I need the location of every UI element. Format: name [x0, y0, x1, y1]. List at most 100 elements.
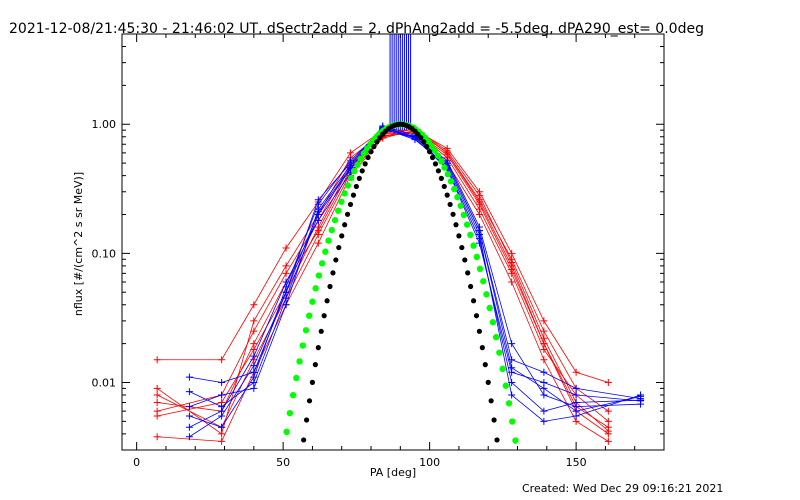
green-curve-point — [289, 391, 297, 399]
black-curve-point — [344, 211, 351, 217]
blue-series-point — [508, 364, 516, 372]
black-curve-point — [462, 257, 468, 263]
black-curve-point — [435, 168, 442, 174]
green-curve-point — [473, 253, 480, 261]
x-tick-label: 150 — [566, 456, 587, 469]
blue-series-line — [189, 127, 641, 438]
blue-series-line — [189, 126, 641, 400]
blue-series-line — [189, 127, 641, 428]
blue-series-point — [540, 378, 548, 386]
blue-series-line — [189, 129, 641, 428]
green-curve-point — [299, 342, 306, 349]
black-curve-point — [336, 244, 342, 251]
red-series-point — [314, 231, 322, 238]
blue-series-point — [314, 216, 322, 224]
green-curve-point — [509, 418, 516, 425]
green-curve-point — [499, 365, 506, 373]
red-series-point — [540, 356, 548, 364]
red-series-point — [218, 356, 226, 364]
green-curve-point — [447, 178, 455, 185]
green-curve-point — [476, 265, 484, 273]
black-curve-point — [312, 362, 318, 368]
blue-series-point — [218, 391, 226, 399]
green-curve-point — [463, 221, 471, 228]
y-tick-label: 1.00 — [92, 118, 117, 131]
black-curve-point — [377, 135, 383, 141]
black-curve-point — [456, 233, 462, 239]
green-curve-point — [451, 185, 458, 193]
black-curve-point — [347, 201, 354, 208]
green-curve-point — [431, 147, 439, 154]
blue-series-point — [508, 378, 516, 386]
black-curve-point — [415, 131, 421, 137]
black-curve-point — [473, 313, 480, 319]
red-series-point — [475, 200, 483, 208]
blue-series-point — [314, 208, 322, 216]
green-curve-point — [360, 150, 368, 157]
red-series-point — [282, 262, 290, 270]
blue-series-point — [347, 164, 355, 172]
black-curve-point — [447, 201, 453, 208]
blue-series-point — [540, 384, 548, 392]
blue-series-point — [411, 133, 419, 141]
red-series-line — [157, 130, 609, 422]
red-series-point — [540, 317, 548, 325]
black-curve-point — [301, 437, 307, 443]
black-curve-point — [438, 175, 444, 181]
blue-series-point — [218, 412, 226, 420]
red-series-line — [157, 129, 609, 383]
red-series-point — [475, 211, 483, 218]
red-series-point — [153, 433, 161, 441]
green-curve-point — [512, 437, 519, 444]
red-series-point — [540, 346, 548, 354]
green-curve-point — [357, 155, 364, 163]
green-curve-point — [483, 291, 490, 298]
red-series-point — [153, 391, 161, 399]
red-series-point — [508, 278, 516, 286]
green-curve-point — [306, 312, 313, 319]
red-series-point — [153, 384, 161, 392]
green-curve-point — [364, 145, 371, 152]
red-series-point — [508, 266, 516, 273]
green-curve-point — [428, 142, 435, 150]
blue-series-point — [250, 373, 258, 381]
green-curve-point — [312, 285, 319, 292]
clipped-series — [153, 34, 645, 445]
black-curve-point — [432, 161, 439, 167]
red-series-point — [443, 147, 451, 155]
blue-series-point — [314, 200, 322, 208]
black-curve-point — [309, 379, 316, 385]
black-curve-point — [333, 257, 339, 263]
blue-series-point — [637, 392, 645, 400]
blue-series-point — [508, 391, 516, 399]
black-curve-point — [421, 139, 427, 145]
green-curve-point — [338, 198, 345, 205]
black-curve-point — [356, 175, 362, 181]
blue-series-point — [250, 384, 258, 392]
red-series-line — [157, 131, 609, 428]
green-curve-point — [434, 152, 442, 159]
black-curve-point — [318, 328, 324, 334]
red-series-point — [604, 427, 612, 435]
green-curve-point — [496, 349, 503, 356]
black-curve-point — [342, 222, 348, 228]
red-series-point — [153, 398, 161, 406]
green-curve-point — [505, 400, 513, 407]
green-curve-point — [325, 237, 332, 244]
y-axis-label: nflux [#/(cm^2 s sr MeV)] — [72, 172, 85, 316]
blue-series-point — [572, 407, 580, 415]
blue-series-point — [475, 227, 483, 235]
blue-series-point — [185, 403, 193, 411]
red-series-point — [282, 269, 290, 277]
blue-series-point — [282, 288, 290, 296]
x-tick-label: 50 — [276, 456, 290, 469]
black-curve-point — [427, 149, 433, 155]
red-series-point — [508, 258, 516, 266]
blue-series-point — [282, 301, 290, 309]
black-curve-point — [368, 149, 374, 155]
red-series-point — [604, 407, 612, 415]
red-series-point — [314, 239, 322, 247]
green-curve-point — [454, 193, 461, 201]
x-axis-label: PA [deg] — [370, 466, 416, 479]
